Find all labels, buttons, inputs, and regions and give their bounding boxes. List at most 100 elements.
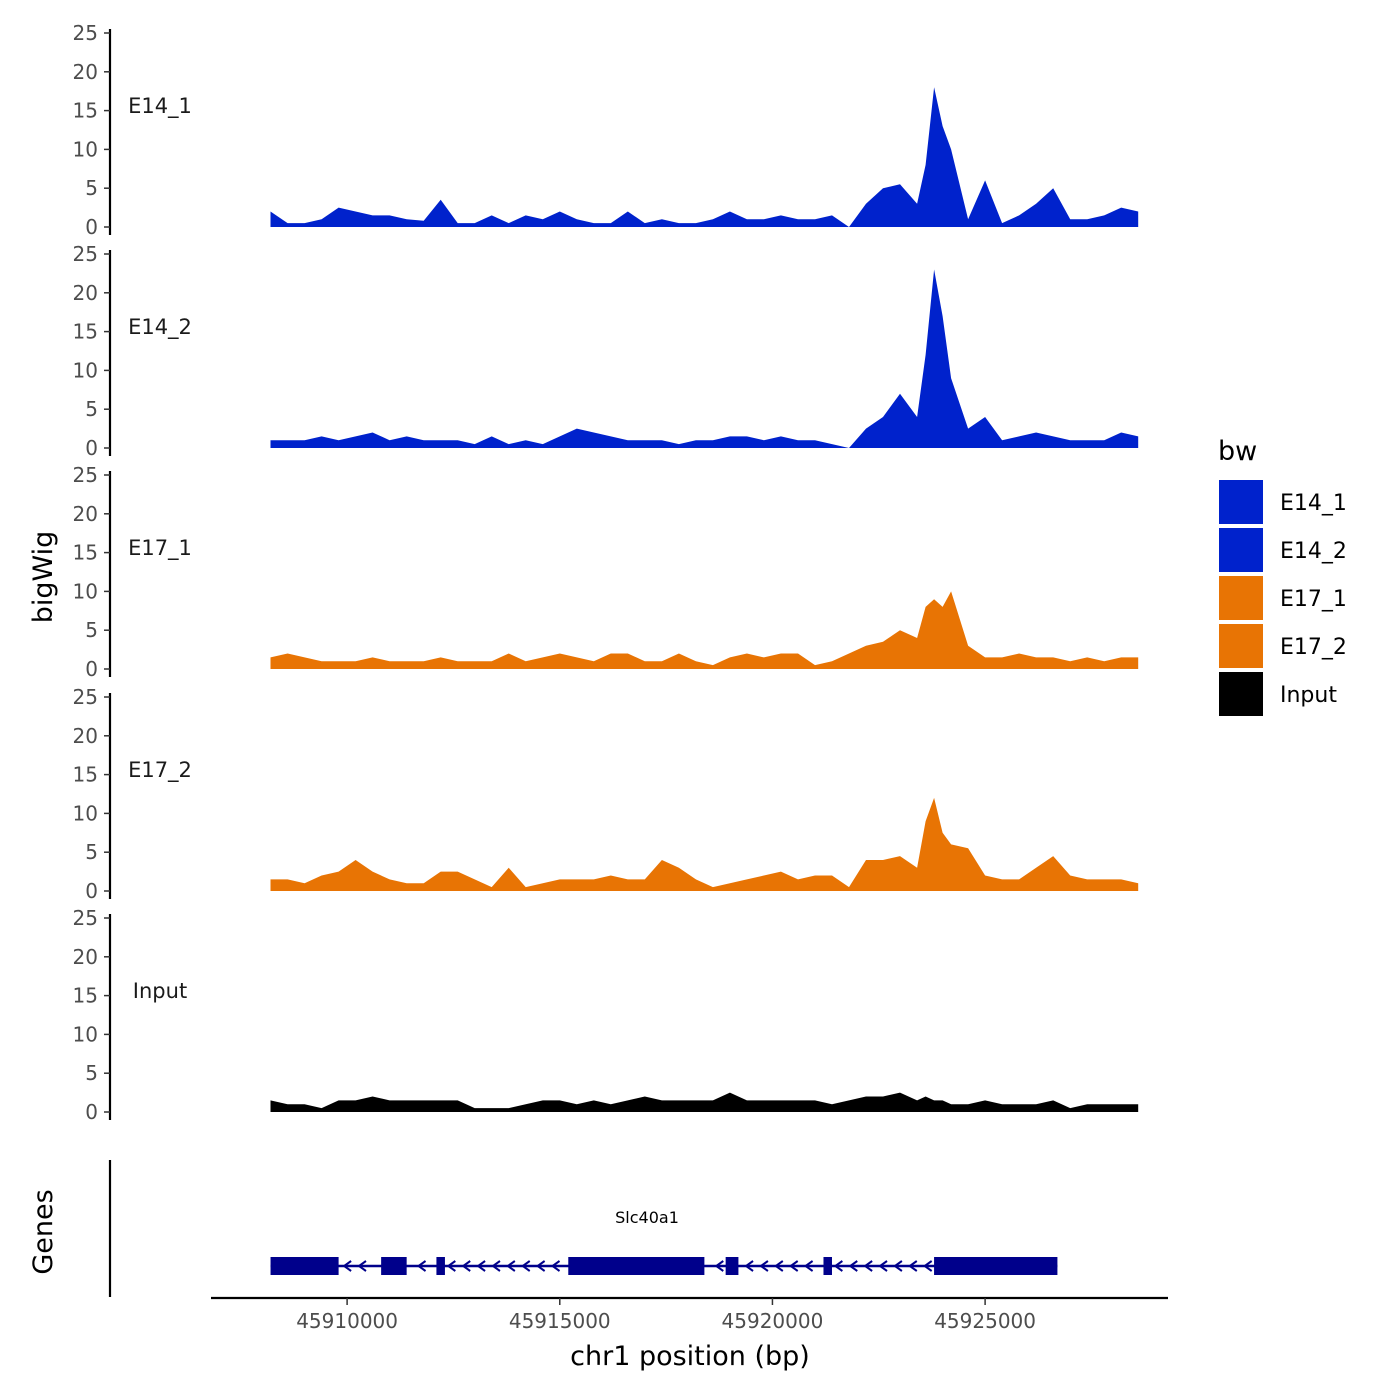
gene-exon [436, 1257, 445, 1275]
y-tick-label: 5 [85, 176, 98, 200]
y-tick-label: 10 [73, 579, 98, 603]
y-tick-label: 15 [73, 763, 98, 787]
track-panel-e17-2: 0 5 10 15 20 25 E17_2 [73, 685, 1139, 903]
strand-arrow [774, 1260, 784, 1272]
track-label: E17_2 [128, 758, 192, 783]
legend-swatch-e17-1 [1219, 576, 1263, 620]
strand-arrow [922, 1260, 933, 1272]
track-label: Input [133, 979, 187, 1003]
y-tick-label: 10 [73, 801, 98, 825]
track-panel-e14-2: 0 5 10 15 20 25 E14_2 [73, 242, 1139, 460]
y-tick-label: 0 [85, 1100, 98, 1124]
legend-swatch-e17-2 [1219, 624, 1263, 668]
genes-axis-title: Genes [28, 1189, 59, 1274]
gene-exon [934, 1257, 1058, 1275]
strand-arrow [357, 1260, 367, 1272]
track-label: E17_1 [128, 536, 192, 561]
y-tick-label: 20 [73, 60, 98, 84]
strand-arrow [848, 1260, 858, 1272]
x-tick-label: 45915000 [509, 1309, 611, 1333]
gene-exon [381, 1257, 407, 1275]
strand-arrow [416, 1260, 427, 1272]
y-tick-label: 5 [85, 1061, 98, 1085]
strand-arrow [491, 1260, 501, 1272]
track-label: E14_2 [128, 315, 192, 340]
y-tick-label: 15 [73, 984, 98, 1008]
strand-arrow [744, 1260, 754, 1272]
strand-arrow [908, 1260, 918, 1272]
coverage-area-e14-2 [270, 269, 1139, 448]
y-tick-label: 0 [85, 215, 98, 239]
strand-arrow [506, 1260, 516, 1272]
gene-name-label: Slc40a1 [615, 1208, 679, 1227]
y-tick-label: 25 [73, 21, 98, 45]
y-tick-label: 25 [73, 906, 98, 930]
coverage-area-input [270, 1092, 1139, 1112]
y-tick-label: 0 [85, 879, 98, 903]
y-tick-label: 15 [73, 320, 98, 344]
x-tick-label: 45920000 [722, 1309, 824, 1333]
y-tick-label: 25 [73, 463, 98, 487]
strand-arrow [803, 1260, 814, 1272]
y-tick-label: 20 [73, 945, 98, 969]
strand-arrow [788, 1260, 799, 1272]
strand-arrow [461, 1260, 471, 1272]
legend: bw E14_1 E14_2 E17_1 E17_2 Input [1218, 436, 1347, 716]
legend-swatch-e14-2 [1219, 528, 1263, 572]
strand-arrow [521, 1260, 531, 1272]
strand-arrow [342, 1260, 352, 1272]
legend-label-e17-1: E17_1 [1280, 587, 1347, 612]
gene-exon [568, 1257, 705, 1275]
y-tick-label: 5 [85, 397, 98, 421]
coverage-area-e17-1 [270, 591, 1139, 669]
y-tick-label: 15 [73, 99, 98, 123]
track-label: E14_1 [128, 94, 192, 119]
gene-exon [270, 1257, 339, 1275]
legend-label-input: Input [1280, 683, 1337, 708]
legend-label-e17-2: E17_2 [1280, 635, 1347, 660]
x-axis-title: chr1 position (bp) [570, 1341, 810, 1372]
strand-arrow [535, 1260, 546, 1272]
x-tick-label: 45910000 [296, 1309, 398, 1333]
y-tick-label: 10 [73, 1022, 98, 1046]
legend-label-e14-2: E14_2 [1280, 539, 1347, 564]
coverage-area-e14-1 [270, 87, 1139, 227]
y-tick-label: 20 [73, 281, 98, 305]
track-panel-e17-1: 0 5 10 15 20 25 E17_1 [73, 463, 1139, 681]
strand-arrow [893, 1260, 903, 1272]
track-panels: 0 5 10 15 20 25 E14_1 0 5 10 15 20 25 E14_2 0 5 10 15 20 25… [73, 21, 1139, 1124]
strand-arrow [550, 1260, 561, 1272]
y-tick-label: 10 [73, 137, 98, 161]
gene-exon [725, 1257, 739, 1275]
y-tick-label: 5 [85, 840, 98, 864]
y-tick-label: 25 [73, 685, 98, 709]
x-axis: 45910000 45915000 45920000 45925000 [211, 1296, 1168, 1333]
track-panel-input: 0 5 10 15 20 25 Input [73, 906, 1139, 1124]
gene-panel: Slc40a1 [108, 1160, 1058, 1297]
strand-arrow [446, 1260, 456, 1272]
y-tick-label: 10 [73, 358, 98, 382]
y-tick-label: 15 [73, 541, 98, 565]
track-panel-e14-1: 0 5 10 15 20 25 E14_1 [73, 21, 1139, 239]
legend-swatch-input [1219, 672, 1263, 716]
y-tick-label: 5 [85, 618, 98, 642]
strand-arrow [476, 1260, 486, 1272]
y-axis-title: bigWig [28, 531, 59, 624]
strand-arrow [863, 1260, 873, 1272]
y-tick-label: 20 [73, 502, 98, 526]
y-tick-label: 25 [73, 242, 98, 266]
y-tick-label: 0 [85, 436, 98, 460]
x-tick-label: 45925000 [934, 1309, 1036, 1333]
strand-arrow [714, 1260, 724, 1272]
gene-exon [823, 1257, 832, 1275]
coverage-area-e17-2 [270, 797, 1139, 891]
y-tick-label: 20 [73, 724, 98, 748]
y-tick-label: 0 [85, 657, 98, 681]
legend-title: bw [1218, 436, 1257, 467]
strand-arrow [759, 1260, 769, 1272]
strand-arrow [878, 1260, 888, 1272]
legend-swatch-e14-1 [1219, 480, 1263, 524]
legend-label-e14-1: E14_1 [1280, 491, 1347, 516]
strand-arrow [833, 1260, 843, 1272]
